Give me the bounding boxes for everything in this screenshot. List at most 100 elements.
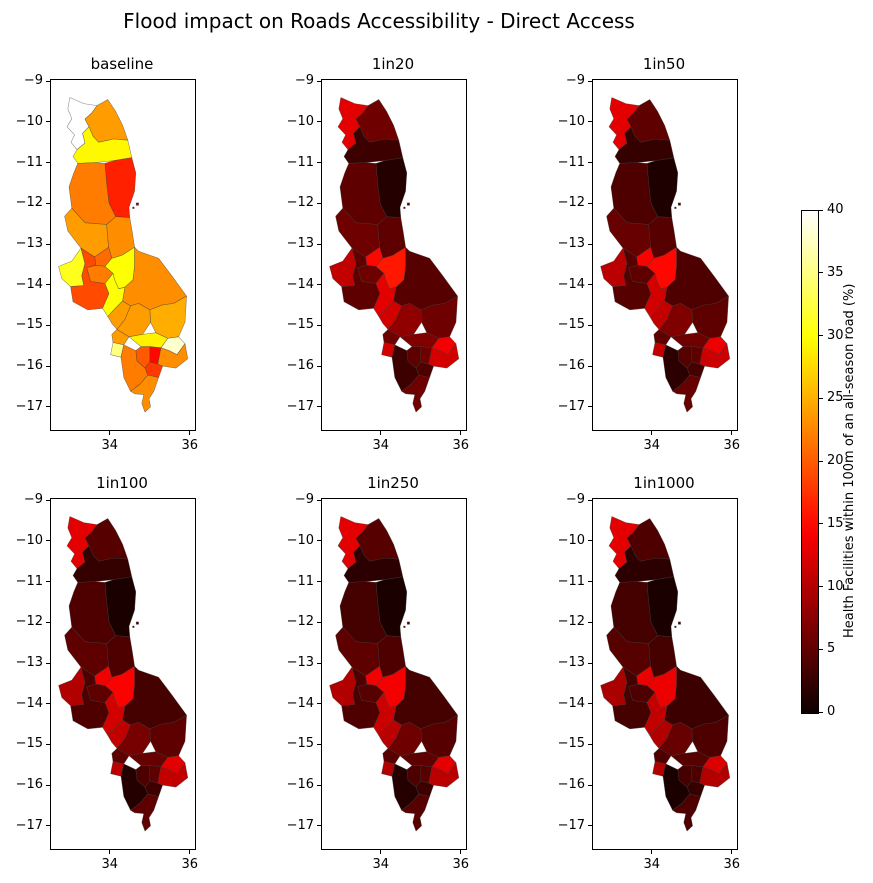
subplot-title-1in20: 1in20 xyxy=(371,55,415,73)
y-tick-mark xyxy=(317,540,321,542)
district-Mulanje xyxy=(157,343,189,369)
x-tick-mark xyxy=(460,850,462,854)
district-Lilongwe xyxy=(612,247,652,311)
axes-1in1000: −9 −10 −11 −12 −13 −14 −15 −16 −17 34 36 xyxy=(558,492,741,872)
y-tick-mark xyxy=(46,825,50,827)
y-tick-mark xyxy=(588,662,592,664)
y-tick-mark xyxy=(46,284,50,286)
district-Machinga xyxy=(149,295,187,339)
y-tick-label: −11 xyxy=(15,573,43,589)
y-tick-label: −13 xyxy=(286,236,314,251)
colorbar-tick-mark xyxy=(819,523,823,525)
x-tick-mark xyxy=(460,431,462,435)
y-tick-mark xyxy=(588,784,592,786)
y-tick-label: −12 xyxy=(557,614,585,630)
district-Mulanje xyxy=(428,762,460,788)
y-tick-label: −14 xyxy=(286,276,314,292)
y-tick-label: −15 xyxy=(557,736,585,752)
x-tick-label: 36 xyxy=(181,857,199,872)
y-tick-mark xyxy=(588,499,592,501)
district-Lilongwe xyxy=(70,666,110,730)
district-Mchinji xyxy=(600,247,628,287)
y-tick-label: −12 xyxy=(15,614,43,630)
y-tick-mark xyxy=(588,243,592,245)
y-tick-mark xyxy=(46,703,50,705)
district-Nsanje xyxy=(130,793,159,832)
y-tick-label: −10 xyxy=(286,532,314,548)
x-tick-label: 34 xyxy=(643,438,661,453)
district-Likoma xyxy=(135,202,139,206)
y-tick-mark xyxy=(317,324,321,326)
y-tick-label: −11 xyxy=(286,154,314,170)
y-tick-mark xyxy=(317,784,321,786)
y-tick-label: −14 xyxy=(557,695,585,711)
map-svg-1in20 xyxy=(329,97,460,413)
district-Likoma xyxy=(406,621,410,625)
y-tick-mark xyxy=(46,80,50,82)
y-tick-label: −14 xyxy=(286,695,314,711)
subplot-baseline: baseline −9 −10 −11 −12 −13 −14 −15 −16 −17 34 36 xyxy=(16,55,199,453)
district-Lilongwe xyxy=(70,247,110,311)
colorbar-tick-mark xyxy=(819,460,823,462)
district-Mchinji xyxy=(600,666,628,706)
district-Likoma xyxy=(677,621,681,625)
y-tick-mark xyxy=(46,499,50,501)
x-tick-mark xyxy=(380,431,382,435)
colorbar-tick-label: 25 xyxy=(827,390,844,406)
y-tick-mark xyxy=(317,825,321,827)
y-tick-label: −12 xyxy=(15,195,43,211)
y-tick-label: −16 xyxy=(286,358,314,374)
y-tick-mark xyxy=(317,121,321,123)
colorbar-tick-mark xyxy=(819,272,823,274)
colorbar-tick-mark xyxy=(819,586,823,587)
figure-title: Flood impact on Roads Accessibility - Di… xyxy=(123,9,635,33)
y-tick-mark xyxy=(317,662,321,664)
y-tick-label: −11 xyxy=(557,154,585,170)
colorbar-tick-label: 0 xyxy=(827,704,836,719)
colorbar-gradient xyxy=(801,210,819,714)
x-tick-mark xyxy=(731,850,733,854)
y-tick-label: −16 xyxy=(557,358,585,374)
district-Mulanje xyxy=(157,762,189,788)
district-Nsanje xyxy=(401,374,430,413)
y-tick-label: −9 xyxy=(23,492,43,508)
y-tick-mark xyxy=(588,743,592,745)
colorbar-tick-label: 15 xyxy=(827,515,844,531)
colorbar-tick-label: 30 xyxy=(827,327,844,343)
x-tick-mark xyxy=(651,850,653,854)
colorbar: 0 5 10 15 20 25 30 35 40 xyxy=(801,202,861,719)
subplot-1in20: 1in20 −9 −10 −11 −12 −13 −14 −15 −16 −17 34 36 xyxy=(287,55,470,453)
district-Mchinji xyxy=(329,247,357,287)
y-tick-label: −9 xyxy=(23,73,43,89)
y-tick-mark xyxy=(317,499,321,501)
district-Likoma xyxy=(674,206,677,209)
y-tick-label: −15 xyxy=(286,317,314,333)
y-tick-mark xyxy=(588,80,592,82)
y-tick-label: −13 xyxy=(15,236,43,251)
y-tick-label: −17 xyxy=(286,817,314,833)
y-tick-label: −13 xyxy=(15,655,43,670)
x-tick-mark xyxy=(189,431,191,435)
y-tick-mark xyxy=(46,540,50,542)
y-tick-mark xyxy=(46,581,50,583)
map-svg-1in250 xyxy=(329,516,460,832)
subplot-title-1in50: 1in50 xyxy=(642,55,686,73)
y-tick-mark xyxy=(317,743,321,745)
colorbar-label: Health Facilities within 100m of an all-… xyxy=(842,283,857,639)
x-tick-label: 36 xyxy=(723,438,741,453)
y-tick-mark xyxy=(588,581,592,583)
district-Machinga xyxy=(691,295,729,339)
y-tick-label: −14 xyxy=(15,276,43,292)
colorbar-tick-label: 40 xyxy=(827,202,844,217)
colorbar-tick-mark xyxy=(819,209,823,211)
y-tick-mark xyxy=(46,621,50,623)
y-tick-label: −17 xyxy=(557,398,585,414)
y-tick-label: −10 xyxy=(286,113,314,129)
y-tick-mark xyxy=(588,162,592,164)
y-tick-label: −16 xyxy=(286,777,314,793)
y-tick-mark xyxy=(46,784,50,786)
y-tick-mark xyxy=(588,202,592,204)
x-tick-label: 34 xyxy=(101,857,119,872)
y-tick-label: −15 xyxy=(15,317,43,333)
